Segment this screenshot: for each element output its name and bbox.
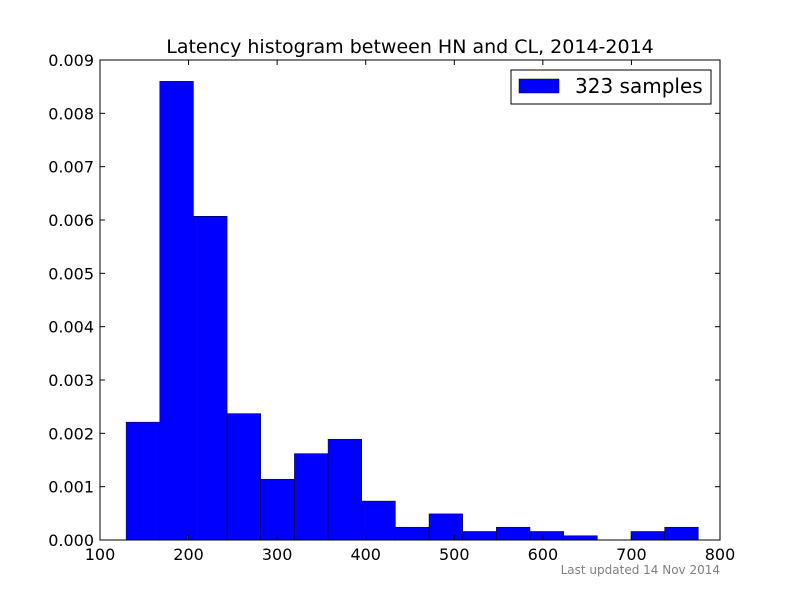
y-tick-label: 0.003 — [48, 371, 94, 390]
legend-swatch — [518, 78, 560, 94]
y-tick-label: 0.009 — [48, 51, 94, 70]
histogram-bar — [529, 531, 564, 541]
histogram-bar — [462, 531, 497, 541]
y-axis-tick-labels: 0.000 0.001 0.002 0.003 0.004 0.005 0.006 0.007… — [48, 51, 94, 550]
histogram-bar — [193, 216, 228, 541]
histogram-bar — [294, 453, 329, 541]
plot-area-frame — [99, 59, 721, 541]
x-axis-tick-labels: 100 200 300 400 500 600 700 800 — [85, 545, 736, 564]
y-tick-label: 0.004 — [48, 318, 94, 337]
x-tick-label: 400 — [350, 545, 381, 564]
legend: 323 samples — [510, 69, 712, 105]
x-tick-label: 300 — [262, 545, 293, 564]
y-tick-label: 0.002 — [48, 424, 94, 443]
y-tick-label: 0.005 — [48, 264, 94, 283]
y-tick-label: 0.008 — [48, 104, 94, 123]
chart-title: Latency histogram between HN and CL, 201… — [166, 36, 654, 58]
x-tick-label: 600 — [528, 545, 559, 564]
histogram-bar — [630, 531, 665, 541]
histogram-bar — [327, 438, 362, 541]
x-tick-label: 500 — [439, 545, 470, 564]
histogram-bar — [159, 81, 194, 541]
histogram-bar — [563, 535, 598, 541]
y-tick-label: 0.000 — [48, 531, 94, 550]
x-tick-label: 100 — [85, 545, 116, 564]
y-tick-label: 0.006 — [48, 211, 94, 230]
histogram-bar — [226, 413, 262, 541]
histogram-bar — [496, 526, 531, 541]
last-updated-note: Last updated 14 Nov 2014 — [561, 563, 720, 577]
x-tick-label: 700 — [616, 545, 647, 564]
y-tick-label: 0.007 — [48, 158, 94, 177]
x-tick-label: 200 — [173, 545, 204, 564]
histogram-bars — [125, 81, 699, 541]
x-tick-label: 800 — [705, 545, 736, 564]
histogram-bar — [428, 513, 463, 541]
histogram-bar — [125, 421, 161, 541]
histogram-bar — [395, 526, 430, 541]
histogram-bar — [260, 478, 295, 541]
histogram-bar — [664, 526, 699, 541]
y-tick-label: 0.001 — [48, 478, 94, 497]
histogram-bar — [361, 500, 396, 541]
legend-label: 323 samples — [575, 74, 703, 98]
